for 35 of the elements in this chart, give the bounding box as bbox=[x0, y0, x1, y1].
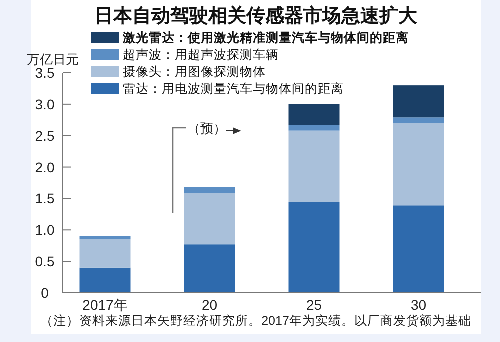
bar bbox=[393, 118, 444, 124]
x-tick-label: 20 bbox=[202, 297, 218, 313]
chart-title: 日本自动驾驶相关传感器市场急速扩大 bbox=[94, 5, 418, 27]
y-axis-title: 万亿日元 bbox=[27, 52, 79, 67]
bar bbox=[184, 193, 236, 245]
bar bbox=[288, 104, 340, 126]
x-tick-label: 25 bbox=[306, 297, 322, 313]
legend-label: 雷达：用电波测量汽车与物体间的距离 bbox=[123, 81, 344, 96]
x-tick-label: 30 bbox=[410, 297, 427, 313]
bar bbox=[184, 187, 236, 194]
bar bbox=[288, 202, 340, 293]
bar bbox=[288, 125, 340, 131]
arrow-forecast: （预） bbox=[172, 121, 242, 213]
y-tick-label: 3.5 bbox=[35, 65, 55, 81]
y-tick-label: 1.5 bbox=[35, 190, 55, 207]
y-tick-label: 2.5 bbox=[35, 128, 55, 144]
bar bbox=[80, 236, 131, 240]
y-tick-label: 2.0 bbox=[35, 159, 55, 176]
bar bbox=[393, 86, 444, 118]
bar bbox=[80, 268, 131, 293]
bar bbox=[393, 206, 444, 293]
x-tick-label: 2017年 bbox=[82, 297, 128, 313]
legend-label: 超声波：用超声波探测车辆 bbox=[123, 48, 279, 62]
legend-label: 激光雷达：使用激光精准测量汽车与物体间的距离 bbox=[122, 30, 409, 45]
y-tick-label: 1.0 bbox=[35, 222, 55, 238]
text: （注）资料来源日本矢野经济研究所。2017年为实绩。以厂商发货额为基础 bbox=[40, 314, 472, 328]
bar bbox=[288, 130, 340, 202]
bar bbox=[80, 240, 131, 268]
bar bbox=[393, 123, 444, 206]
annotation: （预） bbox=[188, 121, 226, 136]
legend-label: 摄像头：用图像探测物体 bbox=[123, 65, 266, 79]
y-tick-label: 3.0 bbox=[35, 96, 55, 112]
bar bbox=[184, 244, 236, 293]
y-tick-label: 0.5 bbox=[35, 254, 55, 270]
y-tick-label: 0 bbox=[41, 285, 50, 301]
